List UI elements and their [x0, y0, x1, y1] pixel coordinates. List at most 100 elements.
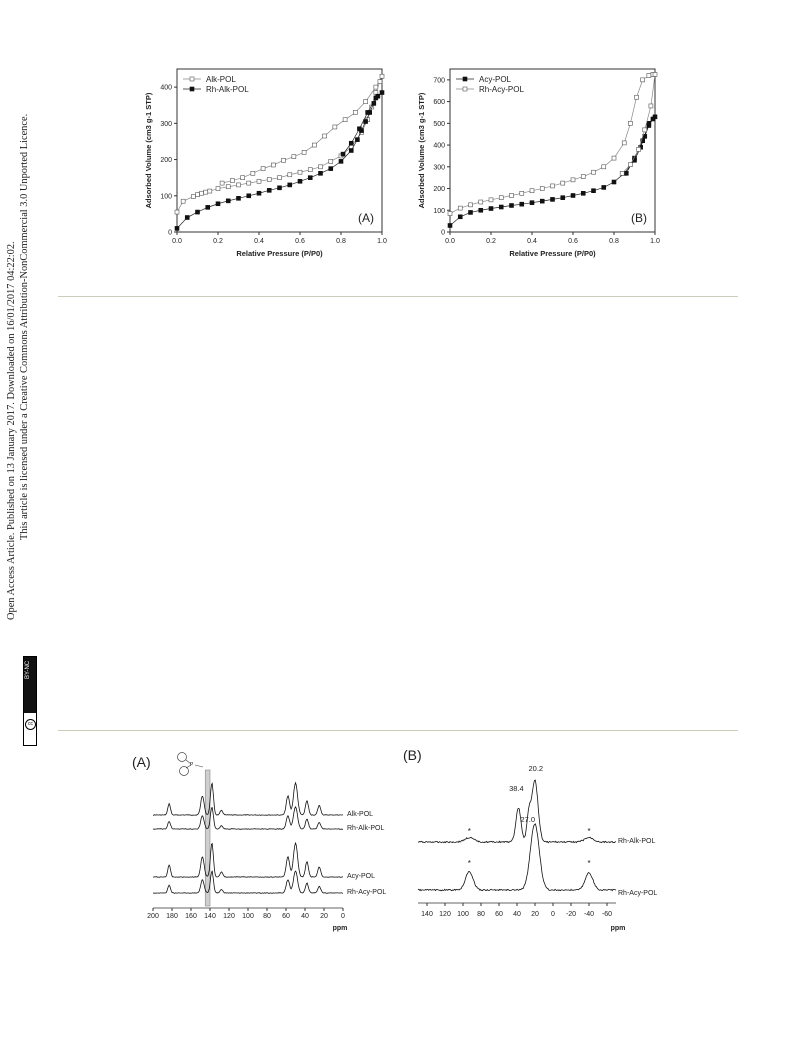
data-point [225, 198, 231, 204]
legend-label: Rh-Alk-POL [206, 85, 249, 94]
data-point [215, 186, 221, 191]
spectrum-trace-Rh-Alk-POL [152, 806, 344, 830]
data-point [628, 162, 633, 167]
data-point [379, 90, 385, 95]
data-point [174, 226, 180, 231]
data-point [379, 73, 385, 79]
data-point [246, 180, 252, 186]
x-tick-label: 60 [282, 913, 290, 920]
data-point [348, 140, 354, 146]
data-point [539, 198, 545, 204]
data-point [619, 171, 625, 176]
bond-line [185, 764, 192, 769]
data-point [230, 178, 235, 183]
bond-line [185, 759, 192, 765]
legend-label: Acy-POL [479, 75, 512, 84]
data-point [636, 147, 641, 152]
data-point [591, 188, 596, 194]
x-tick-label: 20 [531, 911, 539, 918]
peak-annotation: 20.2 [529, 764, 544, 773]
data-point [199, 190, 204, 196]
legend-marker [189, 76, 195, 82]
data-point [560, 195, 566, 200]
data-point [355, 137, 360, 142]
x-tick-label: 0 [551, 911, 555, 918]
data-point [648, 103, 654, 109]
data-point [457, 214, 463, 220]
x-axis-label: ppm [611, 925, 626, 932]
data-point [488, 206, 494, 211]
x-tick-label: 0.0 [172, 238, 182, 245]
series-label: Acy-POL [347, 873, 375, 880]
y-tick-label: 0 [168, 230, 172, 237]
data-point [509, 193, 514, 198]
x-tick-label: 80 [477, 911, 485, 918]
data-point [256, 178, 262, 184]
data-point [468, 210, 473, 215]
highlight-band [204, 769, 211, 907]
data-point [611, 155, 617, 161]
data-point [519, 191, 525, 196]
data-point [570, 177, 576, 183]
cc-logo-icon: cc [25, 719, 36, 730]
data-point [628, 121, 633, 126]
spinning-sideband-marker: * [587, 827, 590, 836]
data-point [642, 127, 648, 133]
data-point [348, 148, 354, 153]
x-tick-label: 120 [439, 911, 451, 918]
data-point [260, 166, 266, 171]
data-point [287, 172, 293, 178]
data-point [447, 223, 453, 228]
y-tick-label: 400 [160, 85, 172, 92]
data-point [184, 215, 190, 220]
data-point [219, 180, 225, 186]
panel-label: (B) [631, 211, 647, 225]
data-point [478, 207, 484, 213]
data-point [271, 162, 276, 168]
data-point [601, 164, 607, 170]
data-point [342, 117, 348, 123]
data-point [236, 182, 241, 188]
data-point [297, 169, 303, 175]
data-point [195, 209, 200, 215]
data-point [377, 79, 383, 84]
data-point [652, 114, 658, 120]
data-point [373, 84, 379, 90]
legend-label: Rh-Acy-POL [479, 85, 524, 94]
x-tick-label: 140 [204, 913, 216, 920]
cc-license-badge[interactable]: BY-NC cc [23, 656, 37, 746]
data-point [277, 175, 282, 180]
data-point [519, 201, 525, 207]
x-tick-label: -40 [584, 911, 594, 918]
data-point [353, 110, 358, 115]
data-point [580, 191, 586, 196]
spectrum-trace-Rh-Acy-POL [152, 870, 344, 894]
data-point [180, 198, 186, 204]
data-point [447, 211, 453, 216]
data-point [236, 196, 241, 201]
data-point [357, 126, 362, 132]
data-point [498, 195, 504, 200]
data-point [297, 178, 303, 184]
data-point [340, 151, 346, 157]
data-point [478, 199, 484, 205]
spectrum-trace-Rh-Acy-POL [417, 823, 617, 892]
y-axis-label: Adsorbed Volume (cm3 g-1 STP) [144, 92, 153, 208]
x-tick-label: 0.6 [568, 238, 578, 245]
data-point [246, 193, 252, 199]
panel-label: (A) [132, 754, 151, 770]
panel-label: (A) [358, 211, 374, 225]
plot-frame [176, 68, 383, 233]
x-axis-label: ppm [333, 925, 348, 932]
x-tick-label: 160 [185, 913, 197, 920]
data-point [550, 183, 555, 189]
data-point [322, 133, 327, 139]
x-tick-label: 0 [341, 913, 345, 920]
data-point [328, 159, 334, 164]
x-tick-label: 1.0 [650, 238, 660, 245]
spinning-sideband-marker: * [587, 859, 590, 868]
legend-marker [462, 76, 468, 82]
series-label: Rh-Alk-POL [618, 838, 655, 845]
x-tick-label: 0.2 [213, 238, 223, 245]
data-point [570, 193, 576, 198]
